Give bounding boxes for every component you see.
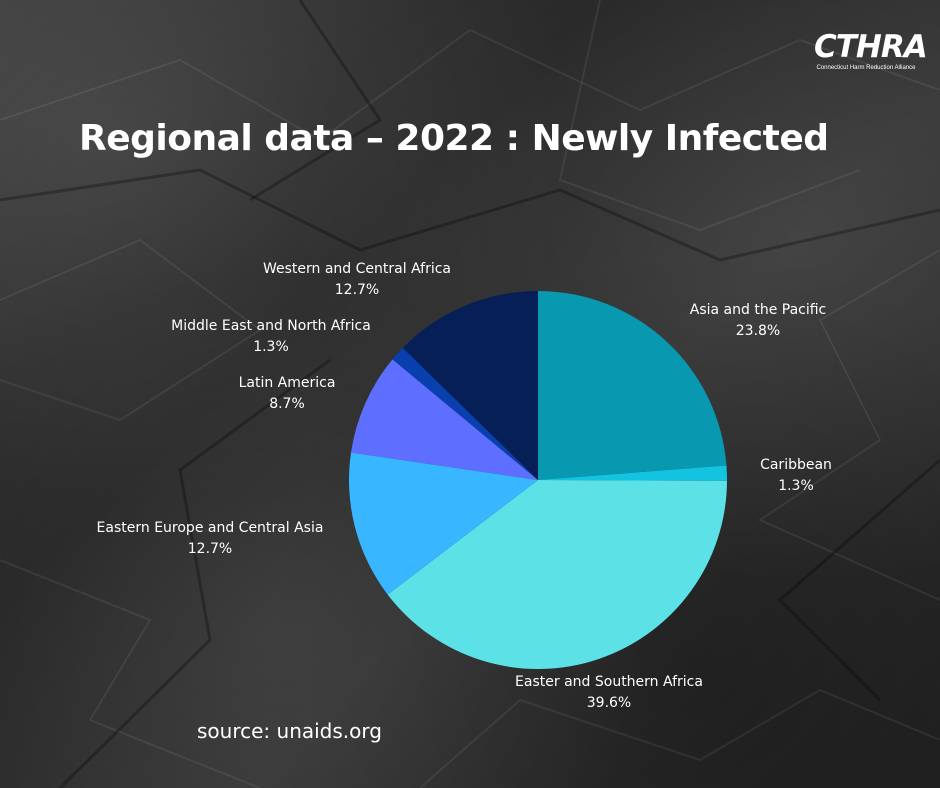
slice-value-label: 1.3% bbox=[253, 339, 289, 355]
source-note: source: unaids.org bbox=[197, 719, 382, 743]
pie-slice-easter-and-southern-africa bbox=[387, 480, 727, 670]
cthra-logo: CTHRA Connecticut Harm Reduction Allianc… bbox=[814, 29, 928, 82]
chart-title: Regional data – 2022 : Newly Infected bbox=[79, 118, 829, 159]
pie-slice-middle-east-and-north-africa bbox=[392, 347, 538, 480]
pie-slices bbox=[349, 291, 728, 670]
slice-label: Latin America bbox=[239, 375, 336, 391]
pie-slice-eastern-europe-and-central-asia bbox=[349, 452, 538, 595]
slice-label: Easter and Southern Africa bbox=[515, 674, 703, 690]
pie-slice-western-and-central-africa bbox=[402, 291, 538, 480]
slice-value-label: 12.7% bbox=[335, 282, 379, 298]
slice-value-label: 23.8% bbox=[736, 323, 780, 339]
slice-label: Asia and the Pacific bbox=[690, 302, 827, 318]
pie-slice-latin-america bbox=[351, 359, 538, 480]
slice-value-label: 8.7% bbox=[269, 396, 305, 412]
logo-tagline: Connecticut Harm Reduction Alliance bbox=[816, 65, 916, 71]
slice-label: Western and Central Africa bbox=[263, 261, 451, 277]
slice-label: Middle East and North Africa bbox=[171, 318, 371, 334]
logo-wordmark: CTHRA bbox=[814, 29, 928, 65]
slice-value-label: 39.6% bbox=[587, 695, 631, 711]
pie-labels: Asia and the Pacific 23.8% Caribbean 1.3% Ea… bbox=[97, 261, 832, 711]
slice-label: Caribbean bbox=[760, 457, 832, 473]
slice-label: Eastern Europe and Central Asia bbox=[97, 520, 324, 536]
pie-slice-caribbean bbox=[538, 465, 728, 481]
pie-slice-asia-and-the-pacific bbox=[538, 291, 727, 480]
slice-value-label: 1.3% bbox=[778, 478, 814, 494]
slice-value-label: 12.7% bbox=[188, 541, 232, 557]
